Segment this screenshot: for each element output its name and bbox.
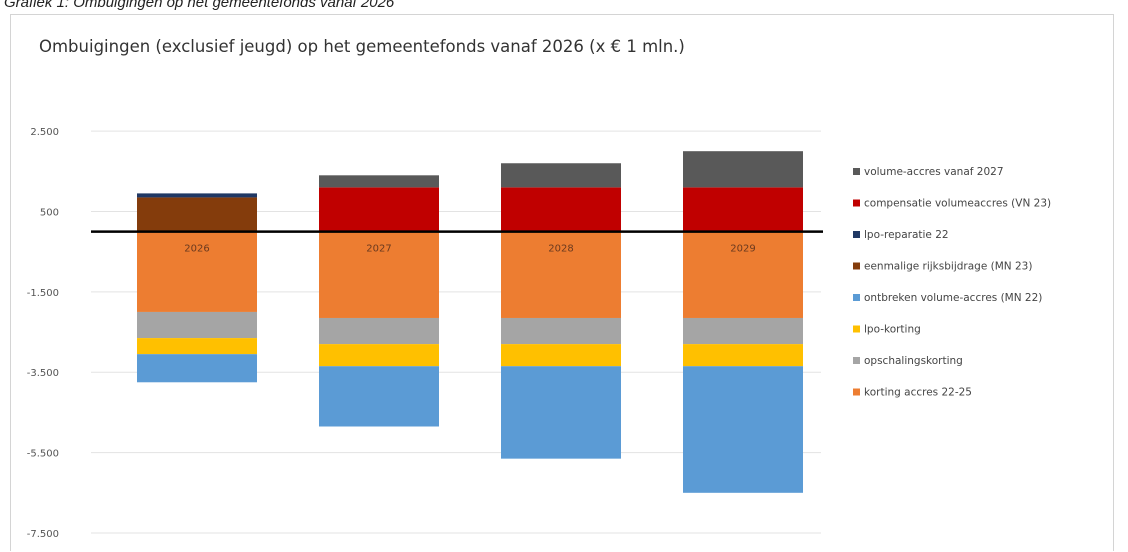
category-labels: 2026 2027 2028 2029 — [184, 244, 755, 255]
legend-label: korting accres 22-25 — [864, 387, 972, 399]
bar-segment — [319, 366, 439, 427]
stacked-bar-chart: Ombuigingen (exclusief jeugd) op het gem… — [27, 37, 1051, 540]
y-tick-label: -5.500 — [27, 449, 59, 460]
legend-label: compensatie volumeaccres (VN 23) — [864, 198, 1051, 210]
y-tick-label: -3.500 — [27, 368, 59, 379]
bar-segment — [683, 151, 803, 188]
legend-label: opschalingskorting — [864, 355, 963, 367]
bar-segment — [137, 197, 257, 232]
chart-title: Ombuigingen (exclusief jeugd) op het gem… — [39, 37, 685, 56]
bar-segment — [319, 187, 439, 232]
bar-segment — [683, 366, 803, 493]
legend-swatch — [853, 231, 860, 238]
legend: volume-accres vanaf 2027 compensatie volu… — [853, 166, 1051, 399]
bars — [137, 151, 803, 493]
bar-segment — [501, 344, 621, 367]
bar-segment — [501, 366, 621, 459]
bar-segment — [683, 317, 803, 345]
bar-segment — [683, 344, 803, 367]
chart-area: Ombuigingen (exclusief jeugd) op het gem… — [10, 14, 1114, 551]
bar-segment — [319, 344, 439, 367]
category-label: 2027 — [366, 244, 391, 255]
bar-segment — [137, 338, 257, 355]
legend-label: lpo-reparatie 22 — [864, 229, 949, 241]
category-label: 2026 — [184, 244, 209, 255]
bar-segment — [501, 231, 621, 318]
y-tick-label: 2.500 — [30, 127, 59, 138]
category-label: 2028 — [548, 244, 573, 255]
bar-segment — [137, 231, 257, 312]
legend-swatch — [853, 325, 860, 333]
bar-segment — [683, 231, 803, 318]
legend-label: lpo-korting — [864, 324, 921, 336]
legend-swatch — [853, 168, 860, 175]
bar-segment — [501, 187, 621, 232]
bar-segment — [319, 175, 439, 188]
legend-swatch — [853, 357, 860, 364]
legend-label: eenmalige rijksbijdrage (MN 23) — [864, 261, 1032, 273]
bar-segment — [137, 311, 257, 339]
chart-caption: Grafiek 1: Ombuigingen op het gemeentefo… — [4, 0, 395, 11]
legend-swatch — [853, 388, 860, 396]
bar-segment — [501, 163, 621, 188]
bar-segment — [319, 317, 439, 345]
category-label: 2029 — [730, 244, 755, 255]
bar-segment — [683, 187, 803, 232]
y-axis-ticks: 2.500 500 -1.500 -3.500 -5.500 -7.500 — [27, 127, 59, 540]
legend-swatch — [853, 199, 860, 207]
y-tick-label: 500 — [40, 207, 59, 218]
y-tick-label: -7.500 — [27, 529, 59, 540]
legend-label: volume-accres vanaf 2027 — [864, 166, 1004, 178]
bar-segment — [137, 354, 257, 383]
y-tick-label: -1.500 — [27, 288, 59, 299]
legend-label: ontbreken volume-accres (MN 22) — [864, 292, 1042, 304]
bar-segment — [137, 193, 257, 198]
bar-segment — [501, 317, 621, 345]
legend-swatch — [853, 262, 860, 270]
legend-swatch — [853, 294, 860, 301]
bar-segment — [319, 231, 439, 318]
